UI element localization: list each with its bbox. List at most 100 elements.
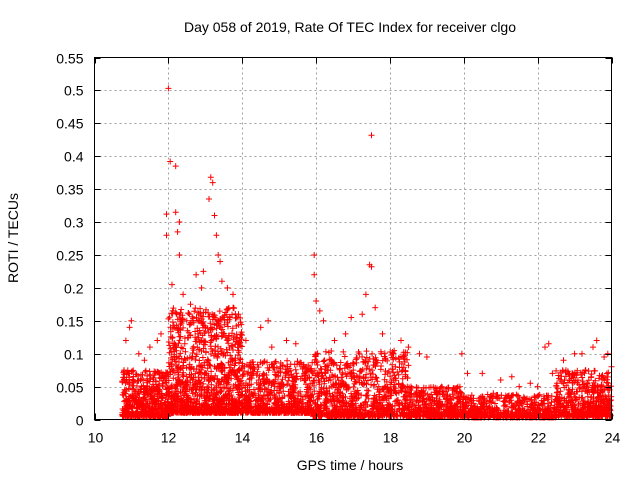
data-point — [158, 408, 165, 415]
data-point — [186, 399, 193, 406]
x-tick-label: 12 — [161, 430, 177, 446]
data-point — [154, 368, 161, 375]
data-point — [226, 305, 232, 312]
data-point — [167, 333, 174, 340]
data-point — [182, 388, 189, 395]
data-point — [235, 352, 241, 359]
data-point — [226, 313, 233, 320]
data-point — [174, 228, 181, 235]
data-point — [206, 196, 212, 202]
data-point — [167, 345, 174, 352]
data-point — [147, 371, 154, 378]
data-point — [189, 313, 196, 320]
data-point — [205, 329, 212, 336]
data-point — [126, 379, 133, 386]
data-point — [571, 350, 578, 357]
data-point — [195, 311, 202, 317]
data-point — [181, 355, 188, 362]
data-point — [196, 379, 203, 386]
data-point — [150, 401, 157, 408]
data-point — [160, 383, 166, 390]
data-point — [364, 387, 370, 394]
x-tick-label: 18 — [383, 430, 399, 446]
data-point — [188, 374, 195, 381]
data-point — [176, 252, 183, 258]
data-point — [177, 333, 184, 340]
data-point — [204, 365, 211, 372]
data-point — [186, 311, 193, 318]
data-point — [348, 314, 355, 321]
data-point — [379, 330, 386, 337]
data-point — [178, 344, 185, 351]
data-point — [121, 398, 128, 405]
data-point — [208, 381, 215, 388]
data-point — [211, 376, 218, 383]
data-point — [395, 371, 402, 378]
data-point — [121, 388, 128, 395]
data-point — [584, 393, 591, 400]
data-point — [142, 390, 149, 397]
data-point — [140, 382, 147, 389]
data-point — [189, 390, 196, 397]
data-point — [213, 384, 220, 391]
data-point — [337, 359, 344, 366]
data-point — [399, 367, 406, 374]
data-point — [221, 384, 228, 391]
data-point — [175, 369, 182, 376]
data-point — [170, 392, 177, 399]
data-point — [142, 396, 149, 403]
data-point — [217, 388, 224, 395]
data-point — [230, 366, 237, 373]
data-point — [200, 268, 207, 275]
data-point — [205, 372, 212, 379]
data-point — [170, 408, 177, 415]
data-point — [284, 381, 291, 388]
data-point — [341, 353, 348, 360]
data-point — [545, 340, 552, 347]
data-point — [234, 344, 241, 351]
y-tick-label: 0.55 — [56, 51, 83, 67]
data-point — [163, 211, 170, 218]
data-point — [201, 339, 208, 346]
data-point — [217, 258, 224, 265]
data-point — [200, 345, 207, 352]
y-tick-label: 0.05 — [56, 380, 83, 396]
data-point — [180, 392, 187, 399]
data-point — [293, 370, 300, 377]
data-point — [234, 384, 240, 391]
data-point — [154, 384, 160, 391]
data-point — [180, 291, 187, 298]
data-point — [257, 324, 264, 331]
data-point — [181, 392, 188, 398]
data-point — [216, 308, 223, 315]
y-tick-label: 0.15 — [56, 314, 83, 330]
data-point — [216, 395, 223, 401]
y-tick-label: 0.35 — [56, 182, 83, 198]
data-point — [211, 212, 218, 219]
data-point — [167, 328, 174, 335]
data-point — [172, 209, 179, 216]
data-point — [179, 398, 186, 405]
data-point — [165, 390, 172, 397]
data-point — [363, 354, 370, 361]
data-point — [122, 337, 129, 344]
data-point — [193, 338, 200, 345]
data-point — [196, 346, 203, 353]
data-point — [132, 388, 139, 395]
data-point — [172, 384, 179, 391]
data-point — [168, 399, 174, 406]
y-tick-label: 0.5 — [64, 83, 84, 99]
data-point — [168, 354, 175, 361]
data-point — [168, 383, 175, 390]
data-point — [214, 354, 221, 361]
data-point — [198, 362, 205, 369]
data-point — [229, 407, 236, 414]
data-point — [194, 317, 201, 324]
data-point — [159, 372, 166, 379]
data-point — [209, 179, 216, 186]
data-point — [159, 402, 165, 409]
data-point — [223, 337, 230, 344]
data-point — [181, 340, 188, 347]
data-point — [125, 370, 132, 377]
